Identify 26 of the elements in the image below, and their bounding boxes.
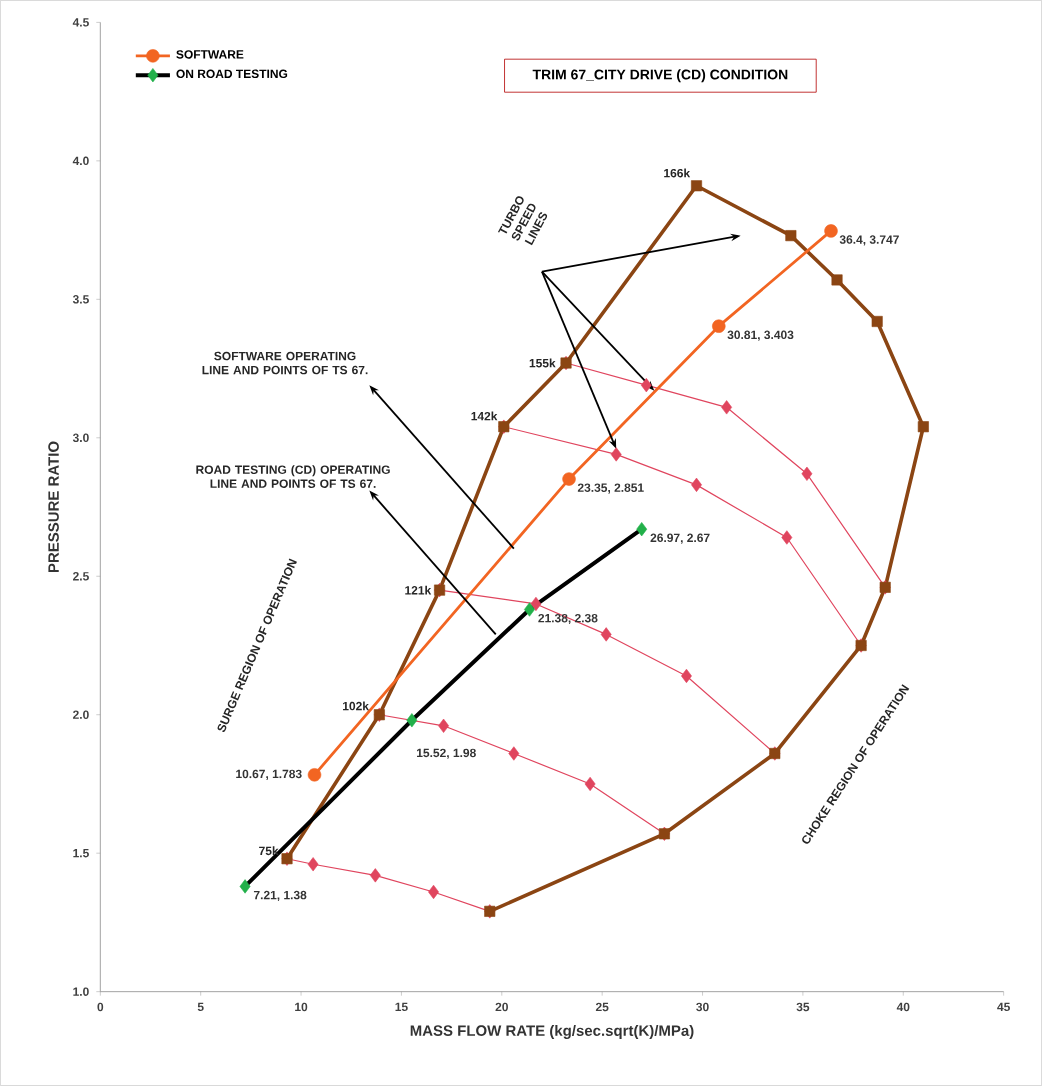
- point: [307, 857, 319, 872]
- point: [721, 400, 733, 415]
- point: [307, 768, 322, 782]
- point: [691, 180, 702, 192]
- point: [871, 315, 883, 327]
- point: [562, 472, 576, 486]
- point: [636, 522, 648, 537]
- point: [584, 776, 596, 792]
- point: [824, 224, 838, 238]
- point: [406, 713, 418, 728]
- point: [438, 718, 449, 733]
- point: [239, 879, 251, 894]
- point: [691, 477, 702, 492]
- point: [831, 274, 843, 286]
- point: [801, 466, 813, 481]
- point: [530, 596, 542, 612]
- point: [781, 530, 793, 545]
- point: [508, 746, 520, 761]
- point: [917, 421, 929, 433]
- point: [610, 447, 622, 462]
- point: [369, 868, 381, 883]
- point: [785, 230, 797, 242]
- point: [640, 378, 652, 393]
- point: [712, 319, 726, 333]
- point: [524, 602, 535, 617]
- point: [600, 627, 612, 642]
